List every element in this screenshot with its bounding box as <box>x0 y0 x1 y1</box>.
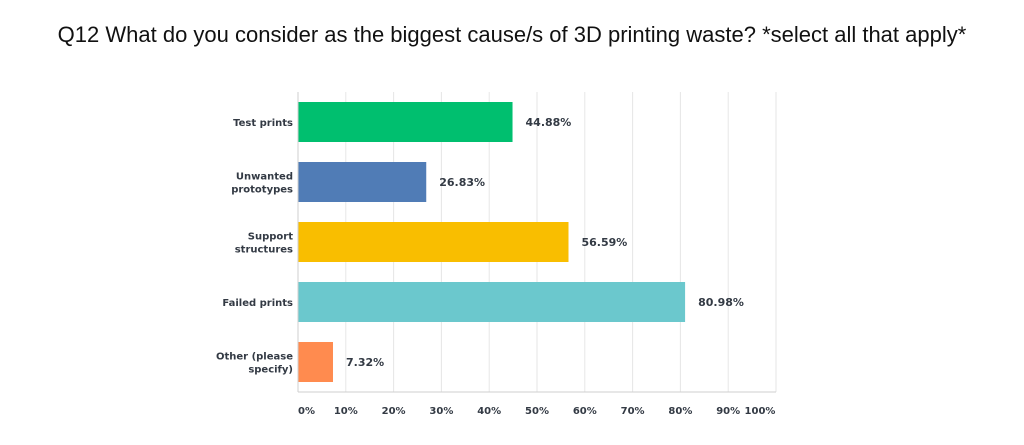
axes: 0% 10% 20% 30% 40% 50% 60% 70% 80% 90% 100% Test pr… <box>216 92 776 417</box>
x-tick-label: 0% <box>298 406 315 417</box>
bars: 44.88% 26.83% 56.59% 80.98% 7.32% <box>298 102 744 382</box>
category-label: Support structures <box>235 232 293 256</box>
x-tick-label: 50% <box>525 406 549 417</box>
x-tick-label: 20% <box>382 406 406 417</box>
category-label: Failed prints <box>222 298 293 309</box>
bar-value-label: 80.98% <box>698 296 744 309</box>
chart-title: Q12 What do you consider as the biggest … <box>57 22 967 47</box>
bar <box>298 342 333 382</box>
bar <box>298 102 513 142</box>
x-tick-label: 40% <box>477 406 501 417</box>
category-label: Unwanted prototypes <box>231 172 293 196</box>
x-tick-label: 70% <box>621 406 645 417</box>
bar <box>298 222 569 262</box>
category-label: Other (please specify) <box>216 352 293 376</box>
x-tick-label: 80% <box>668 406 692 417</box>
bar-value-label: 7.32% <box>346 356 384 369</box>
category-label: Test prints <box>233 118 293 129</box>
bar <box>298 282 686 322</box>
x-tick-label: 100% <box>745 406 776 417</box>
x-tick-label: 90% <box>716 406 740 417</box>
bar-value-label: 44.88% <box>526 116 572 129</box>
x-tick-label: 30% <box>429 406 453 417</box>
x-tick-label: 60% <box>573 406 597 417</box>
bar-value-label: 26.83% <box>439 176 485 189</box>
bar-value-label: 56.59% <box>582 236 628 249</box>
bar <box>298 162 427 202</box>
x-tick-label: 10% <box>334 406 358 417</box>
